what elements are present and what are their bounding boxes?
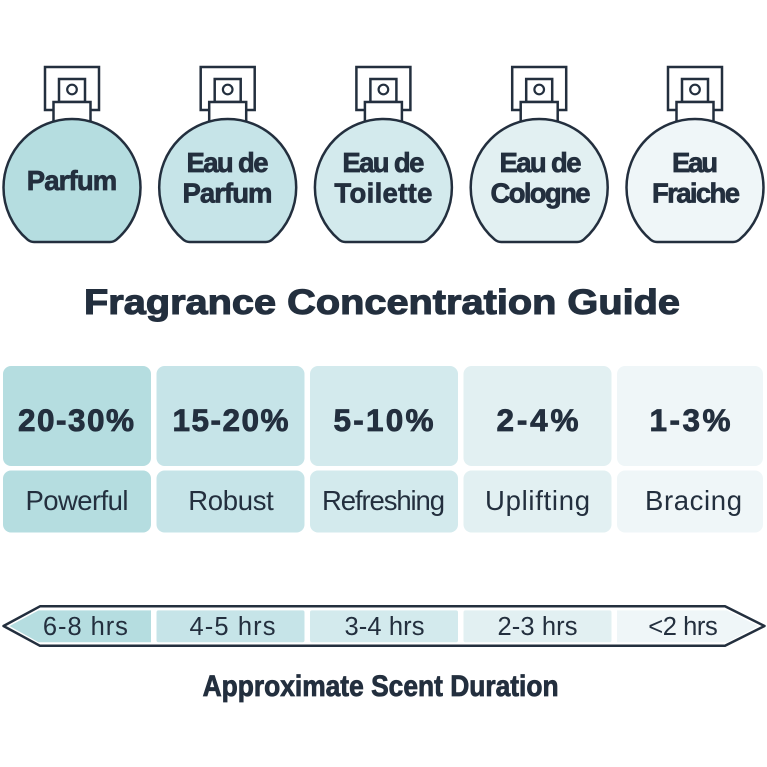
svg-text:6-8 hrs: 6-8 hrs [43, 613, 128, 641]
svg-text:Approximate Scent Duration: Approximate Scent Duration [203, 670, 559, 703]
svg-text:Eau de: Eau de [187, 147, 269, 178]
svg-text:Bracing: Bracing [645, 485, 742, 516]
svg-text:<2 hrs: <2 hrs [648, 613, 718, 641]
svg-text:Parfum: Parfum [27, 165, 118, 196]
svg-text:1-3%: 1-3% [650, 402, 731, 438]
svg-text:2-3 hrs: 2-3 hrs [498, 613, 578, 641]
svg-text:Refreshing: Refreshing [322, 485, 445, 516]
svg-text:Parfum: Parfum [183, 177, 273, 208]
svg-text:15-20%: 15-20% [173, 402, 289, 438]
svg-text:Fragrance Concentration Guide: Fragrance Concentration Guide [84, 283, 680, 322]
svg-text:3-4 hrs: 3-4 hrs [345, 613, 425, 641]
svg-text:Fraiche: Fraiche [652, 177, 740, 208]
svg-text:Toilette: Toilette [334, 177, 432, 208]
svg-text:Uplifting: Uplifting [485, 485, 590, 516]
svg-text:2-4%: 2-4% [497, 402, 579, 438]
svg-text:Cologne: Cologne [491, 177, 591, 208]
svg-text:Eau de: Eau de [500, 147, 582, 178]
svg-text:Powerful: Powerful [26, 485, 129, 516]
svg-text:20-30%: 20-30% [18, 402, 134, 438]
svg-text:Robust: Robust [188, 485, 274, 516]
svg-text:Eau de: Eau de [342, 147, 424, 178]
svg-text:4-5 hrs: 4-5 hrs [190, 613, 276, 641]
svg-text:Eau: Eau [672, 147, 718, 178]
svg-text:5-10%: 5-10% [334, 402, 434, 438]
